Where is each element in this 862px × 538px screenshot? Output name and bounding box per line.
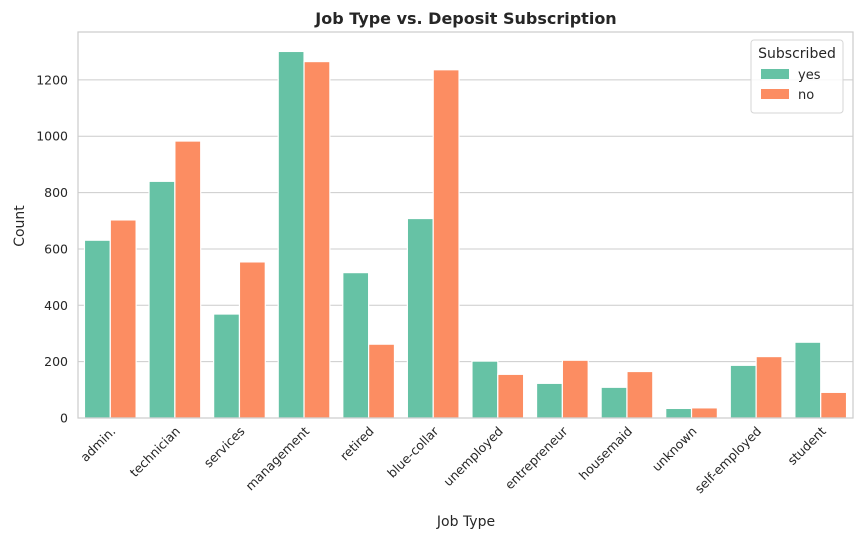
bar-no-retired <box>368 343 396 419</box>
bar-no-unknown <box>690 407 718 419</box>
bar-no-management <box>303 60 331 419</box>
bar-yes-housemaid <box>600 386 628 419</box>
x-tick-label: technician <box>127 424 183 480</box>
bar-yes-retired <box>342 272 370 419</box>
bar-yes-technician <box>148 180 176 419</box>
bar-yes-management <box>277 50 305 419</box>
y-tick-label: 1000 <box>36 129 68 144</box>
x-tick-label: self-employed <box>692 424 765 497</box>
bars <box>83 50 848 419</box>
bar-no-technician <box>174 140 202 419</box>
x-tick-label: unemployed <box>440 424 506 490</box>
x-tick-label: unknown <box>649 424 700 475</box>
x-tick-label: entrepreneur <box>502 423 571 492</box>
x-tick-label: retired <box>337 424 377 464</box>
x-tick-label: student <box>784 423 828 467</box>
y-tick-label: 600 <box>44 241 68 256</box>
bar-no-self-employed <box>755 355 783 419</box>
bar-no-entrepreneur <box>561 359 589 419</box>
bar-no-student <box>820 391 848 419</box>
legend-swatch-no <box>761 89 789 99</box>
x-axis-label: Job Type <box>436 514 495 530</box>
x-tick-label: management <box>242 423 312 493</box>
x-tick-label: housemaid <box>576 424 635 483</box>
bar-no-services <box>238 261 266 419</box>
grid <box>78 79 853 419</box>
y-tick-label: 1200 <box>36 72 68 87</box>
bar-no-housemaid <box>626 370 654 419</box>
bar-yes-unemployed <box>471 360 499 419</box>
y-tick-label: 0 <box>60 411 68 426</box>
bar-yes-blue-collar <box>406 217 434 419</box>
bar-yes-unknown <box>665 407 693 419</box>
plot-frame <box>77 31 854 419</box>
bar-yes-student <box>794 341 822 419</box>
bar-no-blue-collar <box>432 69 460 419</box>
chart-title: Job Type vs. Deposit Subscription <box>314 9 616 28</box>
bar-yes-admin. <box>83 239 111 419</box>
y-tick-label: 400 <box>44 298 68 313</box>
y-axis-label: Count <box>12 205 28 247</box>
bar-yes-self-employed <box>729 364 757 419</box>
legend-swatch-yes <box>761 69 789 79</box>
legend: Subscribed yes no <box>750 39 844 114</box>
legend-label-yes: yes <box>798 68 821 83</box>
bar-no-unemployed <box>497 373 525 419</box>
x-tick-label: blue-collar <box>384 423 442 481</box>
x-tick-label: admin. <box>77 424 118 465</box>
bar-yes-entrepreneur <box>535 382 563 419</box>
legend-label-no: no <box>798 88 814 103</box>
y-tick-label: 800 <box>44 185 68 200</box>
bar-no-admin. <box>109 219 137 419</box>
bar-yes-services <box>213 313 241 419</box>
legend-title: Subscribed <box>758 46 836 62</box>
y-tick-label: 200 <box>44 354 68 369</box>
x-tick-label: services <box>201 424 248 471</box>
